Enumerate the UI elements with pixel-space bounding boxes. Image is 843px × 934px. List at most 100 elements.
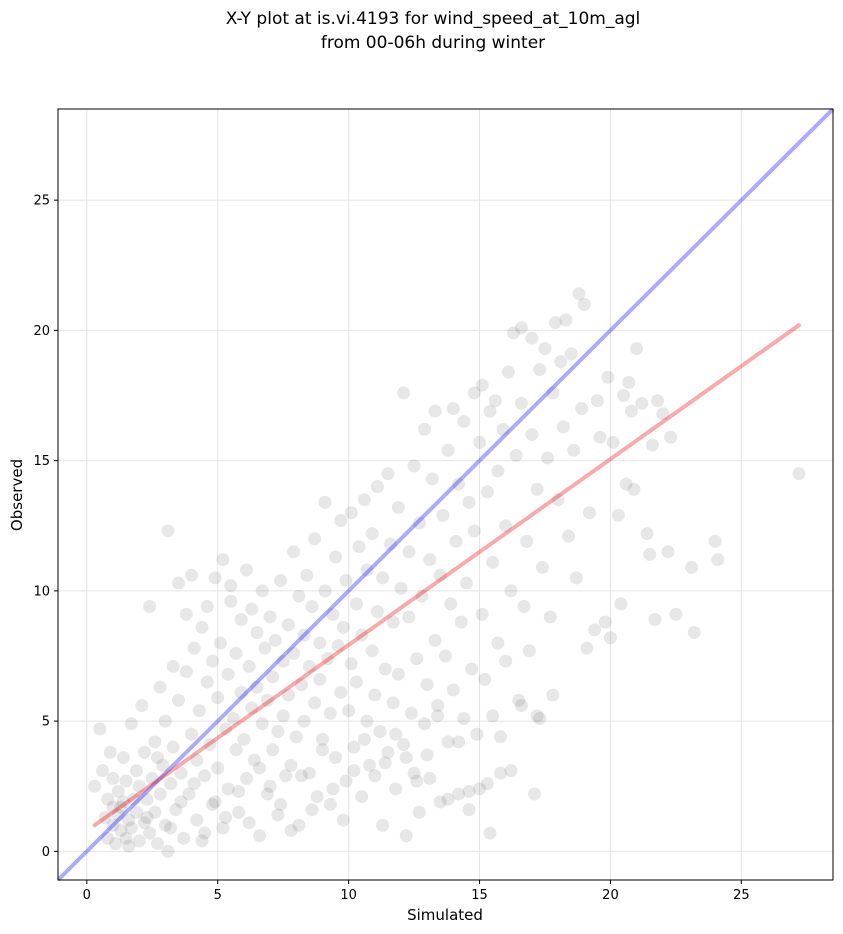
data-point-265	[569, 571, 583, 585]
data-point-324	[357, 732, 371, 746]
data-point-311	[219, 810, 233, 824]
data-point-59	[195, 620, 209, 634]
identity-line	[56, 107, 835, 882]
data-point-201	[441, 735, 455, 749]
data-point-289	[645, 438, 659, 452]
data-point-73	[219, 722, 233, 736]
data-point-31	[145, 771, 159, 785]
data-point-28	[140, 792, 154, 806]
data-point-94	[255, 717, 269, 731]
data-point-46	[171, 576, 185, 590]
data-point-308	[187, 777, 201, 791]
data-point-147	[347, 740, 361, 754]
data-point-274	[598, 615, 612, 629]
data-point-111	[284, 758, 298, 772]
data-point-240	[514, 321, 528, 335]
data-point-157	[365, 644, 379, 658]
data-point-313	[242, 816, 256, 830]
data-point-223	[480, 777, 494, 791]
data-point-309	[198, 826, 212, 840]
data-point-26	[137, 816, 151, 830]
data-point-162	[373, 725, 387, 739]
data-point-212	[462, 495, 476, 509]
data-point-194	[428, 404, 442, 418]
data-point-88	[245, 701, 259, 715]
data-point-84	[237, 732, 251, 746]
data-point-255	[546, 386, 560, 400]
data-point-107	[276, 709, 290, 723]
data-point-67	[208, 571, 222, 585]
data-point-184	[412, 516, 426, 530]
data-point-239	[512, 693, 526, 707]
data-point-85	[240, 563, 254, 577]
x-tick-label-5: 25	[733, 888, 750, 903]
data-point-112	[287, 545, 301, 559]
data-point-291	[651, 394, 665, 408]
data-point-56	[190, 813, 204, 827]
data-point-142	[339, 774, 353, 788]
data-point-206	[452, 787, 466, 801]
data-point-27	[137, 745, 151, 759]
data-point-168	[384, 537, 398, 551]
data-point-264	[567, 443, 581, 457]
data-point-276	[603, 631, 617, 645]
data-point-177	[399, 829, 413, 843]
data-point-55	[187, 641, 201, 655]
data-point-263	[564, 347, 578, 361]
data-point-151	[355, 790, 369, 804]
data-point-314	[253, 761, 267, 775]
data-point-211	[459, 576, 473, 590]
data-point-123	[305, 600, 319, 614]
data-point-169	[386, 696, 400, 710]
data-point-137	[329, 751, 343, 765]
chart-title-line2: from 00-06h during winter	[321, 33, 545, 53]
data-point-23	[132, 834, 146, 848]
data-point-275	[601, 370, 615, 384]
y-tick-label-3: 15	[33, 454, 50, 469]
data-point-207	[452, 477, 466, 491]
data-point-297	[687, 626, 701, 640]
data-point-205	[449, 534, 463, 548]
data-point-192	[425, 472, 439, 486]
data-point-138	[331, 639, 345, 653]
data-point-7	[106, 818, 120, 832]
data-point-121	[302, 766, 316, 780]
data-point-243	[520, 534, 534, 548]
data-point-96	[258, 641, 272, 655]
data-point-334	[462, 784, 476, 798]
data-point-39	[158, 714, 172, 728]
x-tick-label-3: 15	[471, 888, 488, 903]
data-point-49	[177, 831, 191, 845]
data-point-35	[153, 787, 167, 801]
data-point-261	[559, 313, 573, 327]
data-point-208	[454, 615, 468, 629]
data-point-279	[614, 597, 628, 611]
data-point-104	[271, 725, 285, 739]
data-point-122	[302, 659, 316, 673]
data-point-258	[551, 493, 565, 507]
data-point-42	[164, 777, 178, 791]
data-point-198	[436, 508, 450, 522]
data-point-81	[232, 805, 246, 819]
data-point-202	[444, 597, 458, 611]
data-point-213	[462, 803, 476, 817]
data-point-320	[315, 743, 329, 757]
data-point-109	[281, 618, 295, 632]
data-point-156	[363, 758, 377, 772]
data-point-251	[535, 560, 549, 574]
data-point-75	[221, 782, 235, 796]
data-point-296	[685, 560, 699, 574]
data-point-41	[161, 524, 175, 538]
data-point-179	[402, 545, 416, 559]
data-point-97	[260, 787, 274, 801]
data-point-29	[143, 826, 157, 840]
data-point-149	[349, 675, 363, 689]
data-point-133	[323, 797, 337, 811]
data-point-317	[284, 824, 298, 838]
data-point-120	[300, 568, 314, 582]
data-point-153	[357, 493, 371, 507]
data-point-12	[114, 824, 128, 838]
data-point-66	[205, 654, 219, 668]
data-point-117	[294, 678, 308, 692]
